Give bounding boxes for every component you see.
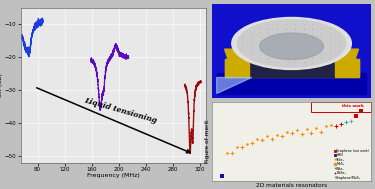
TaSe₂: [230, 152, 234, 155]
TaSe₂: [309, 132, 314, 134]
MoS₂: [324, 125, 328, 127]
MoS₂: [225, 152, 229, 154]
Line: Graphene (our work): Graphene (our work): [355, 109, 363, 118]
MoS₂: [284, 131, 289, 133]
FancyBboxPatch shape: [225, 59, 249, 77]
NbSe₂: [334, 125, 339, 127]
MoS₂: [329, 124, 334, 126]
TaSe₂: [269, 138, 274, 140]
MoS₂: [264, 135, 269, 137]
Polygon shape: [217, 77, 252, 94]
Line: TaSe₂: TaSe₂: [230, 130, 323, 155]
NbSe₂: [339, 122, 344, 125]
FancyBboxPatch shape: [212, 4, 371, 98]
MoS₂: [294, 129, 299, 132]
TaSe₂: [279, 135, 284, 137]
MoS₂: [234, 145, 239, 148]
X-axis label: 2D materials resonators: 2D materials resonators: [256, 183, 327, 188]
FancyBboxPatch shape: [217, 73, 366, 94]
Ellipse shape: [237, 20, 346, 67]
FancyBboxPatch shape: [225, 59, 358, 77]
TaSe₂: [290, 132, 294, 135]
Ellipse shape: [232, 18, 351, 70]
MoS₂: [304, 128, 309, 130]
Line: MoS₂: MoS₂: [226, 124, 333, 154]
Line: NbSe₂: NbSe₂: [334, 122, 343, 128]
TaSe₂: [260, 139, 264, 141]
Text: this work: this work: [342, 105, 363, 108]
TaSe₂: [299, 132, 304, 135]
TaSe₂: [240, 146, 244, 148]
Polygon shape: [225, 49, 358, 59]
MoS₂: [274, 133, 279, 136]
MoS₂: [255, 138, 259, 140]
Graphene (our work): [359, 110, 363, 112]
Text: Liquid tensioning: Liquid tensioning: [83, 97, 158, 125]
FancyBboxPatch shape: [247, 61, 336, 77]
Y-axis label: Figure of merit: Figure of merit: [206, 120, 210, 163]
Legend: Graphene (our work), hBN, TaSe₂, MoS₂, WSe₂, NbSe₂, Graphene/MoS₂: Graphene (our work), hBN, TaSe₂, MoS₂, W…: [334, 148, 370, 180]
Ellipse shape: [260, 33, 323, 60]
X-axis label: Frequency (MHz): Frequency (MHz): [87, 173, 140, 178]
MoS₂: [314, 127, 319, 129]
Y-axis label: S₁₁ (dB): S₁₁ (dB): [0, 73, 3, 97]
TaSe₂: [249, 142, 254, 145]
TaSe₂: [319, 130, 324, 133]
MoS₂: [244, 143, 249, 145]
FancyBboxPatch shape: [334, 59, 358, 77]
Graphene (our work): [354, 115, 358, 117]
